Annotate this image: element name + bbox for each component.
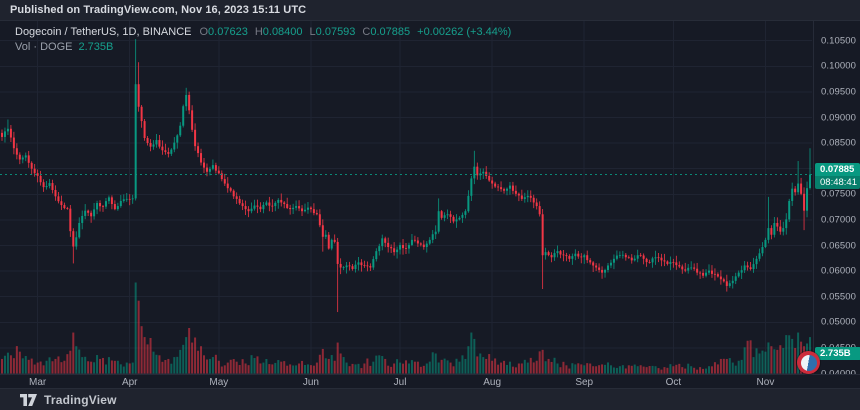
price-chart[interactable] [0, 21, 812, 374]
published-text: Published on TradingView.com, Nov 16, 20… [10, 4, 307, 16]
change-readout: +0.00262 (+3.44%) [417, 26, 512, 38]
volume-value: 2.735B [78, 41, 114, 53]
last-price-value: 0.07885 [815, 162, 860, 176]
legend-row-volume: Vol · DOGE 2.735B [15, 40, 511, 55]
y-axis-tick-label: 0.08500 [821, 137, 857, 149]
grid-lines [0, 21, 812, 374]
ohlc-token: C0.07885 [362, 26, 411, 38]
x-axis-month-label: Mar [29, 377, 47, 388]
volume-histogram [1, 282, 811, 374]
x-axis-month-label: Jun [302, 377, 319, 388]
y-axis-tick-label: 0.09500 [821, 86, 857, 98]
tradingview-brand-link[interactable]: TradingView [44, 392, 117, 407]
price-axis[interactable]: 0.07885 08:48:41 2.735B 0.10500 0.10000 0.… [813, 21, 860, 379]
tradingview-logo-icon[interactable] [20, 393, 37, 406]
ohlc-token: O0.07623 [199, 26, 248, 38]
ohlc-token: L0.07593 [309, 26, 356, 38]
y-axis-tick-label: 0.10500 [821, 35, 857, 47]
y-axis-tick-label: 0.07500 [821, 188, 857, 200]
y-axis-tick-label: 0.07000 [821, 214, 857, 226]
chart-legend[interactable]: Dogecoin / TetherUS, 1D, BINANCE O0.07623… [15, 25, 511, 55]
footer-bar: TradingView [0, 389, 860, 410]
publisher-watermark-logo [797, 351, 820, 374]
y-axis-tick-label: 0.09000 [821, 112, 857, 123]
y-axis-tick-label: 0.06000 [821, 265, 857, 277]
x-axis-month-label: May [209, 377, 229, 388]
volume-badge: 2.735B [815, 347, 860, 360]
volume-label: Vol · DOGE [15, 41, 73, 53]
symbol-title: Dogecoin / TetherUS, 1D, BINANCE [15, 26, 192, 38]
y-axis-tick-label: 0.04000 [821, 368, 856, 379]
x-axis-month-label: Apr [121, 377, 138, 388]
ohlc-token: H0.08400 [254, 26, 303, 38]
bar-countdown: 08:48:41 [815, 175, 860, 189]
candlesticks [1, 39, 811, 313]
time-axis[interactable]: Mar Apr May Jun Jul Aug Sep Oct Nov [0, 374, 860, 389]
legend-row-symbol: Dogecoin / TetherUS, 1D, BINANCE O0.07623… [15, 25, 511, 40]
publisher-watermark-inner [800, 354, 817, 371]
y-axis-tick-label: 0.05000 [821, 316, 857, 328]
x-axis-month-label: Nov [756, 377, 775, 388]
x-axis-month-label: Jul [393, 377, 407, 388]
y-axis-tick-label: 0.05500 [821, 291, 857, 303]
chart-pane[interactable]: Dogecoin / TetherUS, 1D, BINANCE O0.07623… [0, 21, 860, 379]
x-axis-month-label: Oct [665, 377, 682, 388]
last-price-badge: 0.07885 08:48:41 [815, 162, 860, 189]
x-axis-month-label: Sep [575, 377, 594, 388]
x-axis-month-label: Aug [483, 377, 502, 388]
y-axis-tick-label: 0.06500 [821, 240, 857, 251]
ohlc-readout: O0.07623 H0.08400 L0.07593 C0.07885 [199, 26, 417, 38]
published-header: Published on TradingView.com, Nov 16, 20… [0, 0, 860, 21]
y-axis-tick-label: 0.10000 [821, 60, 857, 72]
